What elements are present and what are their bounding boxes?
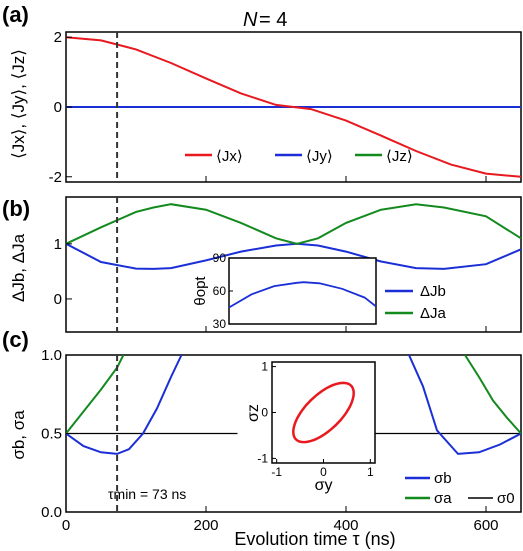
inset-c-ellipse	[292, 381, 355, 444]
panel-b-series-blue	[65, 242, 522, 270]
panel-a: (a) ⟨Jx⟩ ⟨Jy⟩ ⟨Jz⟩ 2 0 -2 ⟨Jx⟩, ⟨Jy⟩, ⟨Jz⟩	[2, 2, 522, 186]
inset-c-frame	[271, 361, 376, 464]
inset-c-ytick-label-2: -1	[257, 451, 268, 465]
panel-b: (b) 90 60 30 θopt ΔJb ΔJa 1 0 ΔJb, ΔJa	[2, 196, 522, 333]
inset-c-xtick-label-0: -1	[271, 465, 282, 479]
panel-a-ytick-label-0: 2	[54, 29, 62, 46]
inset-c-ytick-label-1: 0	[261, 406, 268, 420]
inset-b-ylabel: θopt	[192, 276, 209, 306]
x-tick-label-1: 200	[193, 517, 218, 534]
x-tick-label-0: 0	[62, 517, 70, 534]
x-tick-label-3: 600	[473, 517, 498, 534]
inset-c-xtick-label-2: 1	[367, 465, 374, 479]
panel-c-sigmab-right	[408, 355, 521, 455]
panel-b-legend-label-1: ΔJa	[420, 305, 447, 322]
panel-c-plot-area	[66, 355, 521, 455]
panel-a-label: (a)	[2, 2, 29, 27]
panel-c-legend-label-1: σa	[434, 490, 452, 507]
panel-c-ytick-label-2: 0.0	[41, 504, 62, 521]
inset-b-frame	[228, 257, 377, 325]
panel-b-ytick-label-1: 0	[54, 291, 62, 308]
panel-b-series-green	[65, 203, 522, 245]
panel-b-ytick-label-0: 1	[54, 236, 62, 253]
inset-c-ytick-label-0: 1	[261, 360, 268, 374]
panel-a-ylabel: ⟨Jx⟩, ⟨Jy⟩, ⟨Jz⟩	[9, 49, 28, 159]
x-axis-label: Evolution time τ (ns)	[234, 529, 395, 549]
figure-title-value: = 4	[259, 9, 287, 31]
panel-b-legend-label-0: ΔJb	[420, 283, 446, 300]
inset-c-xlabel: σy	[315, 477, 333, 494]
panel-b-label: (b)	[2, 196, 30, 221]
inset-c-ylabel: σz	[245, 404, 262, 422]
panel-a-legend-label-0: ⟨Jx⟩	[216, 148, 243, 165]
panel-c-sigmaa-left	[66, 355, 125, 435]
panel-a-ytick-label-2: -2	[49, 169, 62, 186]
panel-c-sigmab-left	[66, 355, 183, 455]
figure-title: N = 4	[243, 9, 287, 31]
panel-c-sigmaa-right	[464, 355, 521, 435]
panel-a-ytick-label-1: 0	[54, 99, 62, 116]
panel-c: (c) -1 0 1 1 0 -1 σy σz σb σa σ0 1.0 0.5 0.0 0 200 40…	[2, 327, 522, 534]
inset-b-ytick-label-0: 90	[213, 251, 227, 265]
panel-c-legend-label-2: σ0	[497, 490, 515, 507]
panel-c-ylabel: σb, σa	[9, 410, 28, 460]
panel-c-ytick-label-0: 1.0	[41, 347, 62, 364]
panel-c-ytick-label-1: 0.5	[41, 426, 62, 443]
panel-c-legend-label-0: σb	[434, 470, 452, 487]
panel-a-series-red	[65, 36, 522, 178]
figure-title-prefix: N	[243, 9, 258, 31]
x-tick-label-2: 400	[333, 517, 358, 534]
inset-b-ytick-label-2: 30	[213, 317, 227, 331]
inset-b-ytick-label-1: 60	[213, 284, 227, 298]
inset-b-series	[228, 281, 377, 309]
panel-c-label: (c)	[2, 327, 29, 352]
panel-b-frame	[65, 196, 522, 333]
panel-b-ylabel: ΔJb, ΔJa	[9, 233, 28, 302]
tau-min-annotation: τmin = 73 ns	[108, 486, 186, 502]
panel-a-legend-label-2: ⟨Jz⟩	[386, 148, 413, 165]
panel-a-legend-label-1: ⟨Jy⟩	[306, 148, 333, 165]
inset-c-xtick-label-1: 0	[320, 465, 327, 479]
